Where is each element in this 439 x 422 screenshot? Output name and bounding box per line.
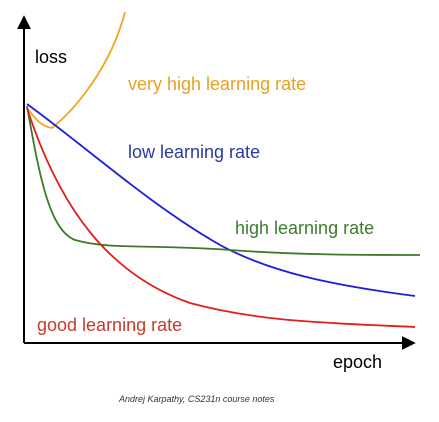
curve-label: very high learning rate xyxy=(128,74,306,94)
low-curve xyxy=(26,103,416,297)
x-axis-label: epoch xyxy=(333,352,382,372)
good-curve xyxy=(26,107,416,328)
high-curve xyxy=(26,105,421,256)
curve-label: high learning rate xyxy=(235,218,374,238)
credit: Andrej Karpathy, CS231n course notes xyxy=(118,394,275,404)
curve-label: good learning rate xyxy=(37,315,182,335)
curve-label: low learning rate xyxy=(128,142,260,162)
y-axis-label: loss xyxy=(35,47,67,67)
very-high-curve xyxy=(26,11,126,129)
